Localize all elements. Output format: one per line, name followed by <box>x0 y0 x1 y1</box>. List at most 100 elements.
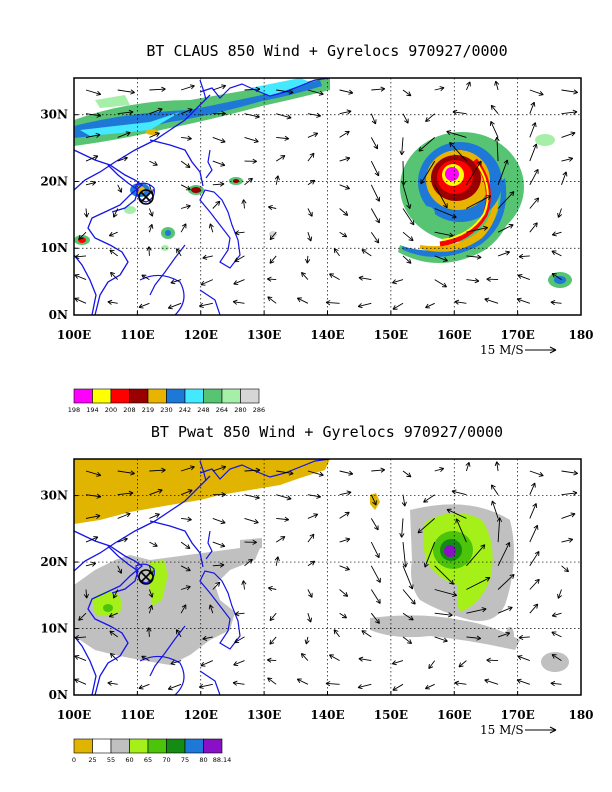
wind-arrow <box>149 513 160 519</box>
colorbar-label: 248 <box>197 406 209 414</box>
wind-arrow <box>117 89 135 95</box>
colorbar-label: 194 <box>86 406 98 414</box>
wind-arrow <box>529 551 540 567</box>
wind-arrow <box>149 488 163 496</box>
lat-tick-label: 20N <box>40 555 68 569</box>
wind-arrow <box>234 255 245 263</box>
wind-arrow <box>212 200 221 209</box>
wind-arrow <box>112 589 119 599</box>
wind-arrow <box>74 297 87 304</box>
wind-arrow <box>83 589 89 599</box>
wind-arrow <box>551 631 562 638</box>
wind-arrow <box>307 179 316 186</box>
wind-arrow <box>202 254 213 260</box>
wind-arrow <box>339 589 349 597</box>
colorbar-swatch <box>166 388 186 404</box>
wind-arrow <box>452 109 467 115</box>
wind-arrow <box>212 492 226 498</box>
wind-arrow <box>529 578 540 590</box>
lat-tick-label: 20N <box>40 174 68 188</box>
field-shading <box>74 459 569 672</box>
wind-arrow <box>74 274 87 281</box>
wind-arrow <box>117 565 123 574</box>
wind-arrow <box>339 490 352 496</box>
wind-arrow <box>198 683 213 689</box>
wind-arrow <box>402 231 414 242</box>
wind-arrow <box>423 494 435 503</box>
wind-arrow <box>529 101 536 114</box>
wind-arrow <box>497 224 514 233</box>
wind-arrow <box>529 197 540 209</box>
lon-tick-label: 160E <box>437 328 471 342</box>
wind-arrow <box>434 255 448 262</box>
wind-arrow <box>402 184 412 209</box>
wind-arrow <box>516 297 530 304</box>
colorbar-swatch <box>110 388 130 404</box>
wind-arrow <box>304 636 310 645</box>
wind-arrow <box>446 130 467 138</box>
wind-arrow <box>85 561 97 567</box>
wind-arrow <box>339 156 351 162</box>
wind-arrow <box>212 581 221 590</box>
wind-arrow <box>370 208 380 224</box>
wind-arrow <box>494 80 500 91</box>
wind-arrow <box>74 253 87 260</box>
wind-arrow <box>307 208 313 217</box>
wind-arrow <box>466 254 482 260</box>
wind-arrow <box>141 655 150 661</box>
wind-arrow <box>402 589 416 605</box>
wind-arrow <box>109 249 118 257</box>
wind-arrow <box>85 112 102 118</box>
colorbar-label: 286 <box>253 406 265 414</box>
wind-arrow <box>561 512 576 519</box>
wind-arrow <box>300 653 309 661</box>
wind-arrow <box>497 542 511 566</box>
wind-arrow <box>117 512 131 519</box>
wind-arrow <box>434 466 445 472</box>
lon-tick-label: 180 <box>568 708 593 722</box>
lon-tick-label: 140E <box>310 328 344 342</box>
wind-arrow <box>276 135 290 141</box>
colorbar-label: 55 <box>107 756 115 764</box>
lon-tick-label: 120E <box>184 708 218 722</box>
wind-arrow <box>208 223 214 233</box>
wind-arrow <box>85 89 102 96</box>
wind-arrow <box>117 184 123 193</box>
colorbar-swatch <box>92 738 112 754</box>
wind-arrow <box>180 585 191 591</box>
wind-arrow <box>529 470 544 477</box>
colorbar-swatch <box>203 738 223 754</box>
axis-ticks: 100E 110E 120E 130E 140E 150E 160E 170E 180 0N 10N… <box>40 489 593 722</box>
wind-arrow <box>244 158 257 164</box>
wind-arrow <box>241 199 247 209</box>
wind-arrow <box>180 541 191 549</box>
wind-arrow <box>402 470 412 478</box>
wind-arrow <box>117 470 135 476</box>
wind-arrow <box>339 109 352 115</box>
wind-arrow <box>486 276 499 282</box>
lat-tick-label: 0N <box>49 688 68 702</box>
lon-tick-label: 110E <box>120 328 154 342</box>
wind-arrow <box>307 533 315 543</box>
wind-arrow <box>181 516 192 522</box>
wind-arrow <box>276 516 290 522</box>
wind-arrow <box>267 586 277 592</box>
wind-arrow <box>402 255 412 264</box>
colorbar-label: 208 <box>123 406 135 414</box>
colorbar: 0 25 55 60 65 70 75 80 88.14 <box>72 738 231 764</box>
wind-arrow <box>175 629 182 638</box>
wind-vectors <box>74 461 578 691</box>
wind-arrow <box>339 537 351 543</box>
wind-arrow <box>529 143 538 162</box>
wind-arrow <box>244 113 260 119</box>
lon-tick-label: 100E <box>57 708 91 722</box>
wind-arrow <box>458 660 467 668</box>
lon-tick-label: 150E <box>374 328 408 342</box>
wind-arrow <box>117 131 131 138</box>
wind-arrow <box>550 680 562 687</box>
field-shading <box>74 78 572 288</box>
wind-arrow <box>149 132 160 138</box>
wind-arrow <box>561 156 574 162</box>
wind-arrow <box>212 562 225 568</box>
wind-arrow <box>148 208 154 217</box>
